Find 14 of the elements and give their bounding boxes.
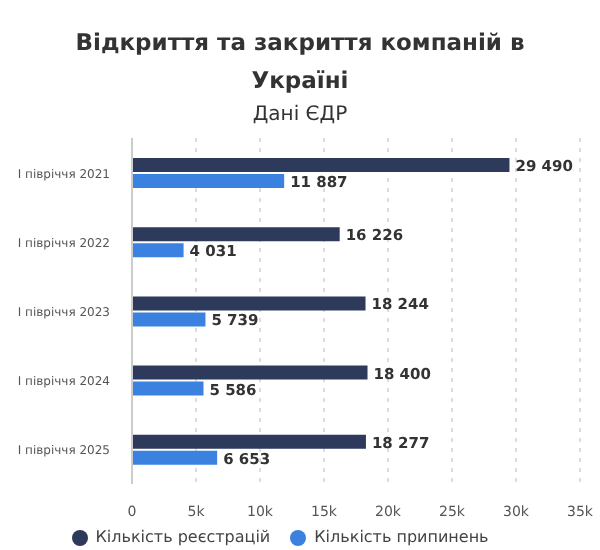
chart-title: Відкриття та закриття компаній в Україні [73, 26, 527, 98]
bar [132, 227, 340, 242]
legend-label: Кількість припинень [314, 528, 489, 546]
bar [132, 365, 368, 380]
bar [132, 243, 184, 258]
bar [132, 450, 218, 465]
bar [132, 434, 366, 449]
bar [132, 174, 285, 188]
bar [132, 312, 206, 327]
bar [132, 381, 204, 396]
chart-subtitle: Дані ЄДР [250, 104, 350, 126]
legend-label: Кількість реєстрацій [95, 528, 271, 546]
bar [132, 158, 510, 172]
bar [132, 296, 366, 311]
